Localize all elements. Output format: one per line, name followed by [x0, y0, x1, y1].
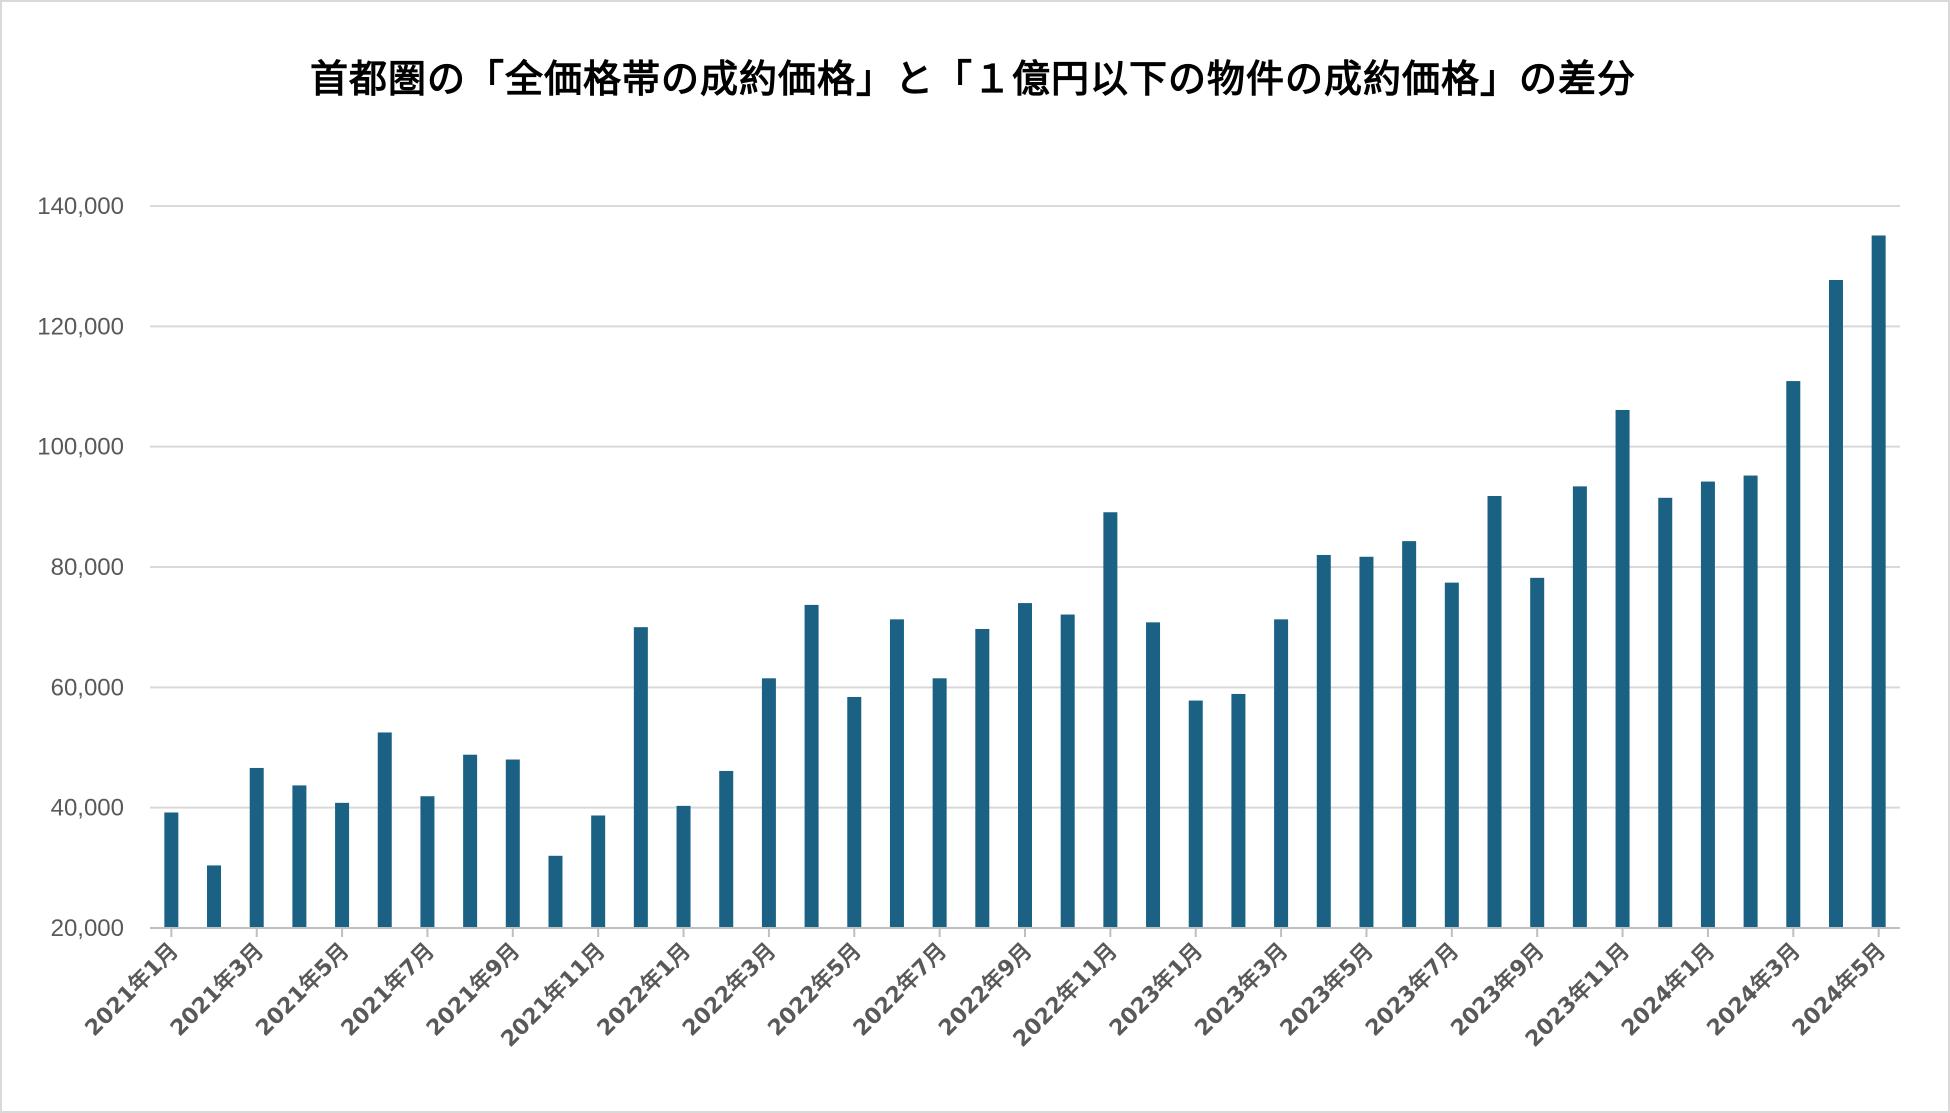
bar — [1018, 603, 1032, 928]
bar — [420, 796, 435, 928]
bar — [1487, 496, 1502, 928]
y-tick-label: 60,000 — [51, 674, 124, 701]
bar — [1615, 409, 1630, 929]
bar — [1231, 693, 1246, 928]
bar — [889, 619, 904, 928]
bar — [1743, 475, 1758, 928]
bar — [1146, 622, 1161, 928]
bar — [1700, 481, 1715, 928]
x-axis-ticks: 2021年1月2021年3月2021年5月2021年7月2021年9月2021年… — [80, 928, 1891, 1052]
bar — [335, 802, 350, 928]
bar — [1060, 614, 1075, 928]
bars — [164, 235, 1886, 929]
y-tick-label: 40,000 — [51, 795, 124, 822]
bar — [1444, 582, 1459, 928]
bar — [847, 696, 862, 928]
bar — [804, 604, 819, 928]
bar — [1786, 381, 1801, 929]
bar — [1828, 280, 1843, 928]
bar — [591, 815, 606, 928]
bar — [975, 628, 990, 928]
bar — [932, 678, 947, 928]
bar — [1188, 700, 1203, 928]
bar — [1530, 577, 1545, 928]
bar — [463, 754, 478, 928]
bar — [164, 812, 179, 928]
y-tick-label: 100,000 — [37, 434, 124, 461]
bar — [548, 855, 563, 928]
bar — [1402, 541, 1417, 928]
y-axis-ticks: 20,000 40,000 60,000 80,000 100,000 120,000 14… — [37, 193, 124, 942]
bar — [505, 759, 520, 928]
bar — [761, 678, 776, 928]
bar — [1274, 619, 1289, 928]
y-tick-label: 80,000 — [51, 554, 124, 581]
bar — [292, 785, 307, 928]
bar — [1658, 497, 1673, 928]
y-tick-label: 140,000 — [37, 193, 124, 220]
bar — [249, 767, 264, 928]
bar — [207, 865, 222, 928]
bar — [676, 805, 691, 928]
y-tick-label: 120,000 — [37, 313, 124, 340]
bar — [719, 770, 734, 928]
bar — [1572, 486, 1587, 928]
bar — [1103, 512, 1118, 928]
bar — [1871, 235, 1886, 928]
chart-title: 首都圏の「全価格帯の成約価格」と「１億円以下の物件の成約価格」の差分 — [309, 57, 1636, 101]
bar — [633, 627, 648, 928]
bar — [377, 732, 392, 928]
y-tick-label: 20,000 — [51, 915, 124, 942]
bar — [1316, 554, 1331, 928]
bar — [1359, 556, 1374, 928]
x-tick-label: 2024年5月 — [1787, 938, 1891, 1042]
